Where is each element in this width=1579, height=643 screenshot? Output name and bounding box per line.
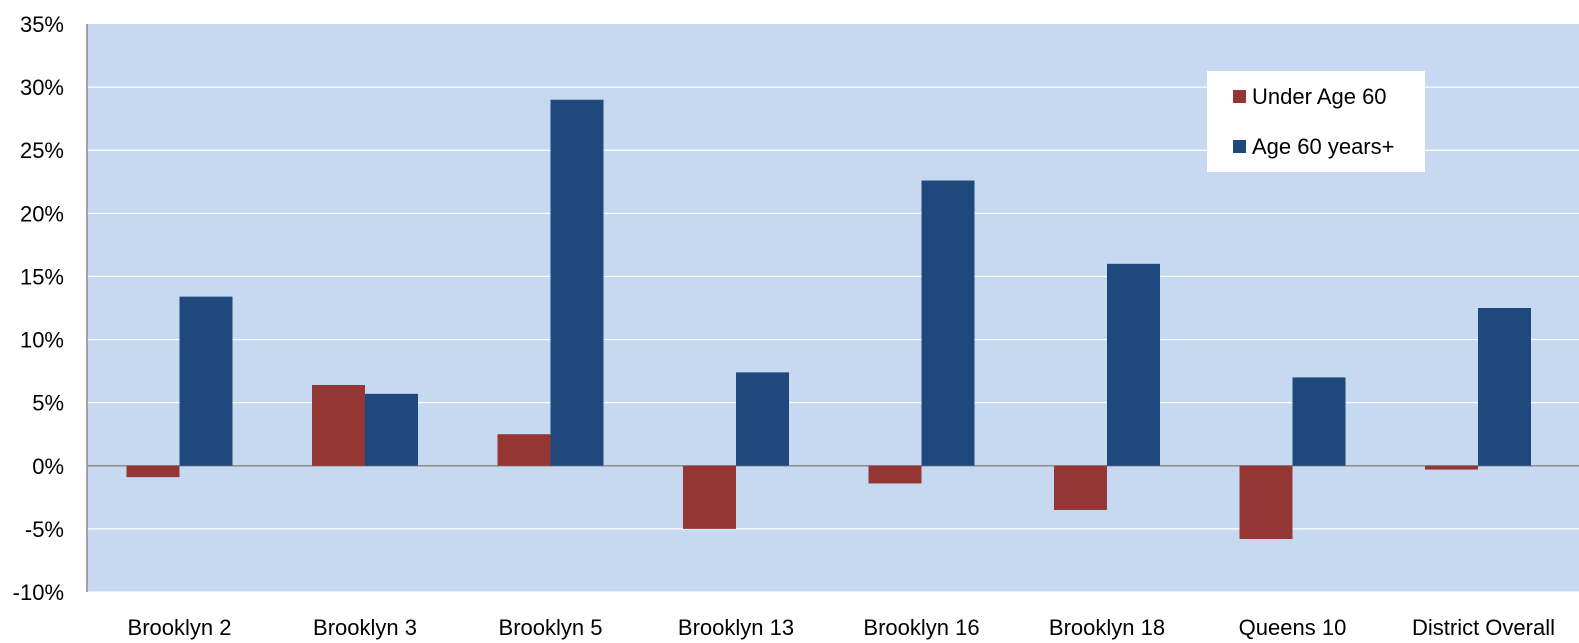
legend-label-60-plus: Age 60 years+: [1252, 134, 1394, 159]
bar-age-60-plus: [365, 393, 418, 466]
x-category-label: Brooklyn 13: [678, 615, 794, 640]
y-tick-label: -10%: [13, 580, 64, 605]
y-tick-label: 5%: [32, 391, 64, 416]
y-tick-label: 20%: [20, 201, 64, 226]
y-tick-label: 25%: [20, 138, 64, 163]
bar-under-60: [1425, 465, 1478, 470]
y-tick-label: 0%: [32, 454, 64, 479]
legend-label-under-60: Under Age 60: [1252, 84, 1387, 109]
y-tick-label: 10%: [20, 328, 64, 353]
bar-age-60-plus: [1107, 263, 1160, 466]
x-category-label: Brooklyn 2: [128, 615, 232, 640]
legend-swatch-under-60: [1233, 90, 1246, 103]
bar-under-60: [1239, 465, 1293, 539]
y-tick-label: 30%: [20, 75, 64, 100]
x-category-label: Brooklyn 3: [313, 615, 417, 640]
y-tick-label: -5%: [25, 517, 64, 542]
y-tick-label: 35%: [20, 12, 64, 37]
bar-age-60-plus: [179, 296, 233, 466]
x-category-label: Brooklyn 5: [499, 615, 603, 640]
bar-under-60: [868, 465, 922, 484]
bar-age-60-plus: [1478, 308, 1531, 466]
x-axis-labels: Brooklyn 2 Brooklyn 3 Brooklyn 5 Brooklyn 1…: [128, 615, 1555, 640]
x-category-label: Queens 10: [1239, 615, 1347, 640]
bar-under-60: [312, 384, 365, 466]
y-axis-ticks: -10% -5% 0% 5% 10% 15% 20% 25% 30% 35%: [13, 12, 64, 605]
x-category-label: Brooklyn 18: [1049, 615, 1165, 640]
x-category-label: Brooklyn 16: [863, 615, 979, 640]
legend: Under Age 60 Age 60 years+: [1207, 71, 1425, 172]
bar-age-60-plus: [921, 180, 975, 466]
bar-age-60-plus: [1292, 377, 1346, 466]
bar-age-60-plus: [736, 372, 789, 466]
x-category-label: District Overall: [1412, 615, 1555, 640]
bars: [126, 99, 1531, 539]
bar-under-60: [497, 434, 551, 466]
legend-box: [1207, 71, 1425, 172]
bar-under-60: [1054, 465, 1107, 510]
y-tick-label: 15%: [20, 264, 64, 289]
bar-under-60: [683, 465, 736, 529]
legend-swatch-60-plus: [1233, 140, 1246, 153]
bar-under-60: [126, 465, 180, 478]
bar-age-60-plus: [550, 99, 604, 466]
